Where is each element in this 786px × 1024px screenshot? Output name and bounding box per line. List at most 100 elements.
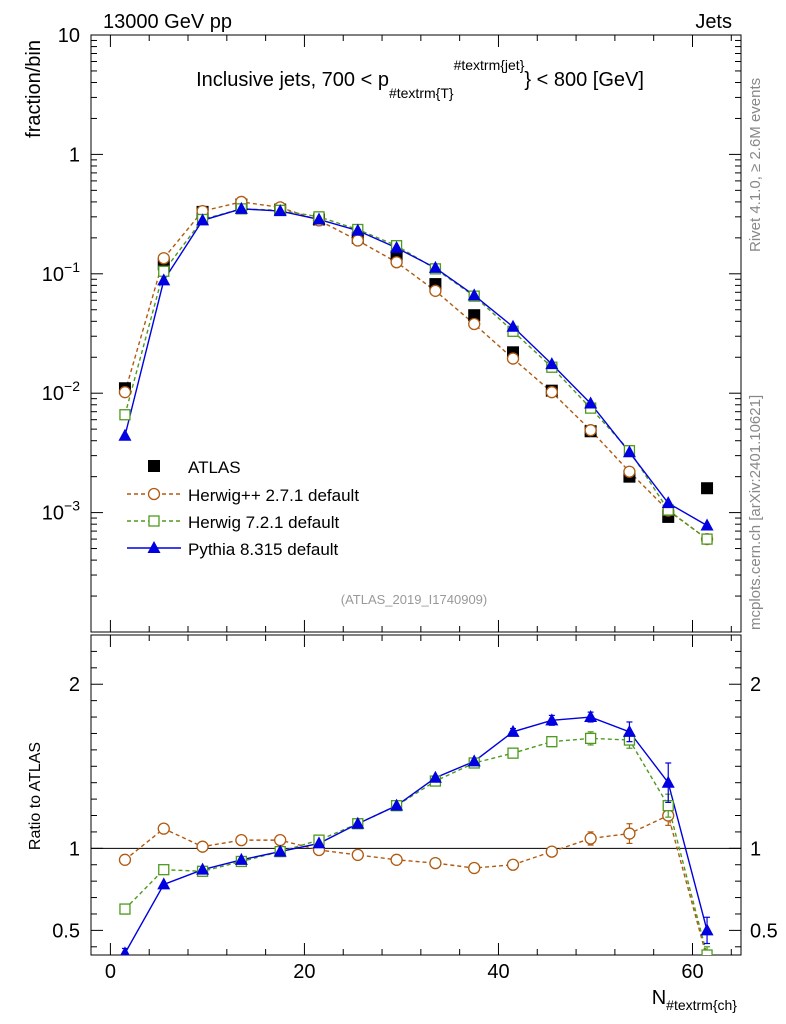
ratio-point-herwig-2-7-1-default — [584, 832, 597, 845]
main-point-pythia-8-315-default — [545, 357, 559, 370]
main-point-herwig-2-7-1-default — [623, 465, 636, 478]
tick-exponent: −2 — [64, 378, 80, 394]
main-point-herwig-2-7-1-default — [584, 424, 597, 437]
ratio-line-herwig-7-2-1-default — [124, 737, 708, 955]
tick-exponent: −1 — [64, 259, 80, 275]
title-sub: #textrm{T} — [389, 85, 454, 101]
tick-base: 10 — [42, 503, 64, 525]
ratio-point-herwig-7-2-1-default — [119, 903, 131, 915]
ratio-y-tick-label: 2 — [69, 674, 80, 696]
ratio-point-pythia-8-315-default — [467, 754, 481, 767]
ratio-point-herwig-7-2-1-default — [546, 736, 558, 748]
main-point-pythia-8-315-default — [118, 428, 132, 441]
main-point-pythia-8-315-default — [390, 240, 404, 253]
analysis-watermark: (ATLAS_2019_I1740909) — [341, 592, 487, 607]
legend-marker — [147, 487, 161, 501]
ratio-point-pythia-8-315-default — [390, 798, 404, 811]
ratio-point-pythia-8-315-default — [157, 877, 171, 890]
main-y-tick-label: 1 — [69, 144, 80, 166]
main-point-pythia-8-315-default — [428, 260, 442, 273]
main-point-atlas — [468, 309, 481, 322]
ratio-point-herwig-2-7-1-default — [118, 853, 132, 866]
main-point-herwig-2-7-1-default — [468, 317, 481, 331]
main-point-pythia-8-315-default — [584, 396, 598, 409]
legend-label: Herwig 7.2.1 default — [188, 513, 339, 532]
ratio-point-herwig-2-7-1-default — [157, 822, 170, 835]
main-point-pythia-8-315-default — [700, 518, 714, 531]
ratio-point-herwig-2-7-1-default — [623, 827, 636, 840]
tick-base: 10 — [42, 383, 64, 405]
ratio-point-pythia-8-315-default — [312, 836, 326, 849]
main-point-pythia-8-315-default — [157, 273, 171, 286]
main-y-tick-label: 10 — [58, 25, 80, 47]
main-point-herwig-2-7-1-default — [157, 252, 170, 265]
ratio-y-tick-label-right: 0.5 — [750, 920, 778, 942]
ratio-point-herwig-2-7-1-default — [506, 858, 520, 871]
main-point-pythia-8-315-default — [622, 445, 636, 458]
main-ylabel: fraction/bin — [23, 40, 45, 138]
tick-base: 10 — [58, 25, 80, 47]
main-panel-frame — [90, 34, 742, 633]
legend-marker — [148, 515, 160, 527]
main-point-pythia-8-315-default — [312, 212, 326, 225]
x-axis-label-sub: #textrm{ch} — [666, 997, 737, 1013]
ratio-y-tick-label: 0.5 — [52, 920, 80, 942]
main-point-atlas — [701, 482, 714, 495]
main-point-pythia-8-315-default — [661, 496, 675, 509]
main-series-layer — [118, 195, 714, 546]
main-point-pythia-8-315-default — [467, 288, 481, 301]
main-point-herwig-7-2-1-default — [119, 409, 131, 421]
ratio-point-pythia-8-315-default — [622, 724, 636, 737]
x-axis-label-main: N — [652, 987, 666, 1009]
main-y-tick-label: 10−2 — [42, 378, 80, 405]
ratio-point-pythia-8-315-default — [506, 724, 520, 737]
ratio-point-pythia-8-315-default — [273, 844, 287, 857]
ratio-point-herwig-2-7-1-default — [274, 833, 287, 847]
main-point-pythia-8-315-default — [351, 223, 365, 236]
legend-marker — [147, 541, 161, 553]
main-point-herwig-2-7-1-default — [429, 284, 442, 297]
main-point-herwig-2-7-1-default — [118, 386, 132, 399]
tick-base: 10 — [42, 264, 64, 286]
main-x-axis — [109, 35, 732, 632]
ratio-x-tick-label: 40 — [487, 961, 509, 983]
header-right: Jets — [695, 11, 732, 33]
title-sup: #textrm{jet} — [454, 57, 525, 73]
chart-title: Inclusive jets, 700 < p#textrm{T}#textrm… — [196, 57, 644, 101]
ratio-point-pythia-8-315-default — [661, 775, 675, 788]
ratio-point-pythia-8-315-default — [120, 946, 130, 955]
ratio-axes: 0 20 40 60 0.5 0.5 1 1 2 2 — [52, 635, 778, 983]
legend: ATLAS Herwig++ 2.7.1 default Herwig 7.2.1 … — [127, 458, 359, 559]
header-left: 13000 GeV pp — [103, 11, 232, 33]
ratio-line-herwig-2-7-1-default — [124, 814, 707, 955]
ratio-x-tick-label: 60 — [681, 961, 703, 983]
main-point-pythia-8-315-default — [273, 204, 287, 217]
ratio-point-pythia-8-315-default — [700, 923, 714, 936]
ratio-y-tick-label: 1 — [69, 838, 80, 860]
ratio-point-herwig-7-2-1-default — [584, 732, 597, 745]
ratio-point-herwig-2-7-1-default — [235, 833, 248, 847]
ratio-point-herwig-2-7-1-default — [390, 853, 403, 866]
ratio-ylabel: Ratio to ATLAS — [27, 742, 44, 850]
main-y-tick-label: 10−1 — [42, 259, 80, 286]
ratio-point-herwig-2-7-1-default — [196, 840, 209, 853]
ratio-series-layer — [118, 710, 714, 955]
rivet-version-label: Rivet 4.1.0, ≥ 2.6M events — [747, 78, 764, 252]
main-point-pythia-8-315-default — [506, 319, 520, 332]
mcplots-label: mcplots.cern.ch [arXiv:2401.10621] — [747, 395, 764, 630]
ratio-x-tick-label: 20 — [293, 961, 315, 983]
tick-exponent: −3 — [64, 498, 80, 514]
ratio-point-herwig-7-2-1-default — [701, 949, 713, 955]
ratio-point-herwig-2-7-1-default — [545, 845, 558, 858]
ratio-point-pythia-8-315-default — [351, 816, 365, 829]
main-point-pythia-8-315-default — [234, 201, 248, 214]
ratio-point-herwig-7-2-1-default — [158, 864, 170, 876]
main-point-herwig-2-7-1-default — [545, 386, 558, 399]
legend-label: Herwig++ 2.7.1 default — [188, 486, 359, 505]
main-point-pythia-8-315-default — [196, 213, 210, 226]
ratio-point-pythia-8-315-default — [234, 852, 248, 865]
legend-label: Pythia 8.315 default — [188, 540, 339, 559]
tick-base: 1 — [69, 144, 80, 166]
